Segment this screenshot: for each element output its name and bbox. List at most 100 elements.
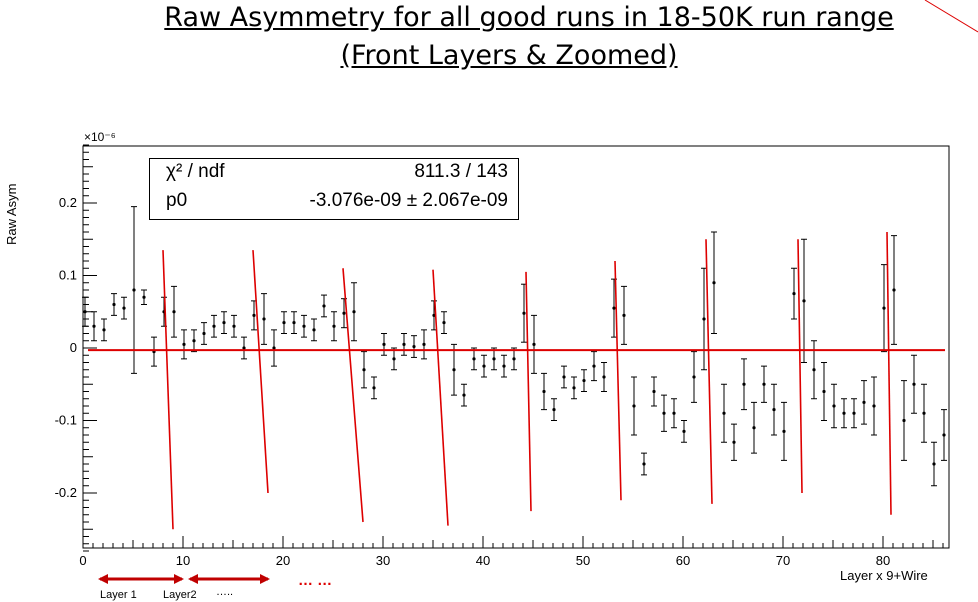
p0-label: p0 — [166, 190, 188, 211]
marker — [392, 357, 396, 361]
x-tick-label: 40 — [476, 553, 490, 568]
data-point — [551, 398, 557, 421]
marker — [522, 311, 526, 315]
marker — [922, 411, 926, 415]
marker — [842, 411, 846, 415]
marker — [502, 364, 506, 368]
data-point — [541, 372, 547, 411]
marker — [722, 411, 726, 415]
data-point — [401, 333, 407, 356]
data-point — [211, 314, 217, 338]
data-point — [411, 335, 417, 358]
data-point — [941, 409, 947, 461]
data-point — [801, 238, 807, 363]
data-point — [531, 314, 537, 374]
marker — [902, 418, 906, 423]
data-points — [82, 206, 947, 487]
annotation-lines — [162, 231, 892, 530]
marker — [462, 393, 466, 397]
marker — [102, 328, 106, 332]
annotation-line — [705, 239, 713, 504]
y-tick-label: -0.1 — [55, 413, 77, 428]
chi2-value: 811.3 / 143 — [414, 161, 508, 182]
marker — [862, 400, 866, 404]
p0-value: -3.076e-09 ± 2.067e-09 — [309, 190, 508, 211]
marker — [83, 310, 87, 314]
data-point — [191, 329, 197, 353]
marker — [892, 288, 896, 292]
data-point — [241, 336, 247, 360]
data-point — [451, 343, 457, 396]
data-point — [371, 376, 377, 400]
x-tick-label: 50 — [576, 553, 590, 568]
marker — [852, 411, 856, 415]
data-point — [561, 365, 567, 389]
data-point — [901, 380, 907, 461]
fit-stats-box: χ² / ndf 811.3 / 143 p0 -3.076e-09 ± 2.0… — [149, 158, 519, 220]
data-point — [701, 267, 707, 371]
x-tick-label: 20 — [276, 553, 290, 568]
x-tick-label: 80 — [876, 553, 890, 568]
layer-arrows — [98, 574, 270, 584]
marker — [342, 311, 346, 315]
data-point — [91, 311, 97, 342]
data-point — [391, 347, 397, 371]
marker — [792, 292, 796, 296]
marker — [652, 389, 656, 394]
data-point — [131, 206, 137, 374]
data-point — [471, 347, 477, 371]
data-point — [491, 347, 497, 371]
data-point — [481, 354, 487, 378]
marker — [682, 429, 686, 433]
marker — [662, 411, 666, 415]
marker — [762, 382, 766, 386]
marker — [942, 433, 946, 437]
marker — [382, 342, 386, 346]
data-point — [711, 231, 717, 334]
data-point — [921, 383, 927, 443]
data-point — [351, 282, 357, 342]
data-point — [461, 383, 467, 407]
data-point — [151, 336, 157, 367]
marker — [512, 357, 516, 361]
marker — [402, 342, 406, 346]
marker — [272, 346, 276, 350]
red-ellipsis: … … — [298, 572, 333, 589]
x-tick-label: 60 — [676, 553, 690, 568]
data-point — [181, 329, 187, 360]
corner-slash — [924, 0, 978, 33]
annotation-line — [162, 250, 174, 530]
chart-title-line2: (Front Layers & Zoomed) — [340, 40, 678, 71]
marker — [782, 429, 786, 433]
data-point — [761, 365, 767, 403]
data-point — [501, 354, 507, 378]
data-point — [861, 380, 867, 425]
marker — [802, 299, 806, 303]
marker — [562, 375, 566, 379]
marker — [412, 344, 416, 349]
y-tick-label: -0.2 — [55, 485, 77, 500]
marker — [422, 342, 426, 346]
chi2-label: χ² / ndf — [166, 161, 225, 182]
annotation-line — [614, 260, 622, 501]
marker — [612, 306, 616, 310]
marker — [572, 386, 576, 390]
marker — [352, 310, 356, 314]
data-point — [611, 278, 617, 338]
data-point — [931, 441, 937, 487]
data-point — [671, 398, 677, 429]
data-point — [301, 314, 307, 338]
marker — [322, 304, 326, 308]
data-point — [911, 354, 917, 414]
data-point — [841, 398, 847, 429]
marker — [872, 404, 876, 408]
plot-frame — [82, 145, 950, 549]
data-point — [82, 296, 88, 327]
marker — [592, 364, 596, 368]
data-point — [421, 329, 427, 360]
data-point — [691, 351, 697, 403]
marker — [582, 379, 586, 383]
marker — [672, 411, 676, 415]
marker — [222, 321, 226, 325]
data-point — [751, 401, 757, 454]
